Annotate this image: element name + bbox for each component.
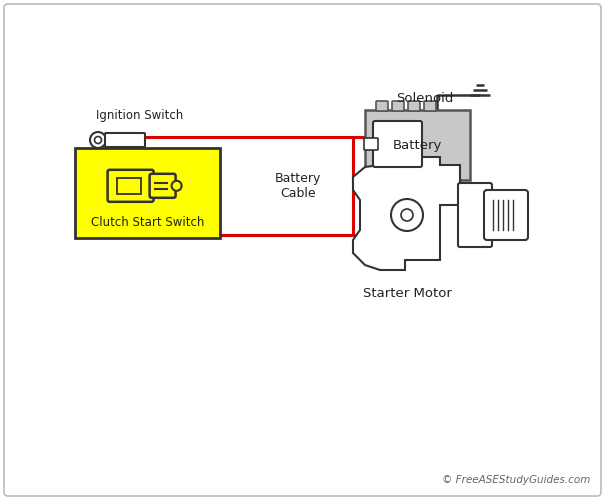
FancyBboxPatch shape (484, 190, 528, 240)
FancyBboxPatch shape (105, 133, 145, 147)
FancyBboxPatch shape (365, 110, 470, 180)
FancyBboxPatch shape (376, 101, 388, 111)
Circle shape (391, 199, 423, 231)
Text: Ignition Switch: Ignition Switch (96, 109, 183, 122)
Text: © FreeASEStudyGuides.com: © FreeASEStudyGuides.com (442, 475, 590, 485)
Circle shape (94, 136, 102, 143)
FancyBboxPatch shape (408, 101, 420, 111)
Circle shape (172, 181, 182, 191)
FancyBboxPatch shape (373, 121, 422, 167)
Circle shape (90, 132, 106, 148)
Text: Starter Motor: Starter Motor (362, 287, 451, 300)
Text: Battery: Battery (393, 138, 442, 151)
FancyBboxPatch shape (108, 170, 154, 202)
FancyBboxPatch shape (4, 4, 601, 496)
Polygon shape (353, 157, 460, 270)
FancyBboxPatch shape (392, 101, 404, 111)
Circle shape (401, 209, 413, 221)
FancyBboxPatch shape (75, 148, 220, 238)
FancyBboxPatch shape (364, 138, 378, 150)
Text: Clutch Start Switch: Clutch Start Switch (91, 216, 204, 228)
FancyBboxPatch shape (117, 178, 140, 194)
Text: Battery
Cable: Battery Cable (275, 172, 321, 200)
FancyBboxPatch shape (458, 183, 492, 247)
FancyBboxPatch shape (149, 174, 175, 198)
Text: Solenoid: Solenoid (396, 92, 454, 105)
FancyBboxPatch shape (424, 101, 436, 111)
